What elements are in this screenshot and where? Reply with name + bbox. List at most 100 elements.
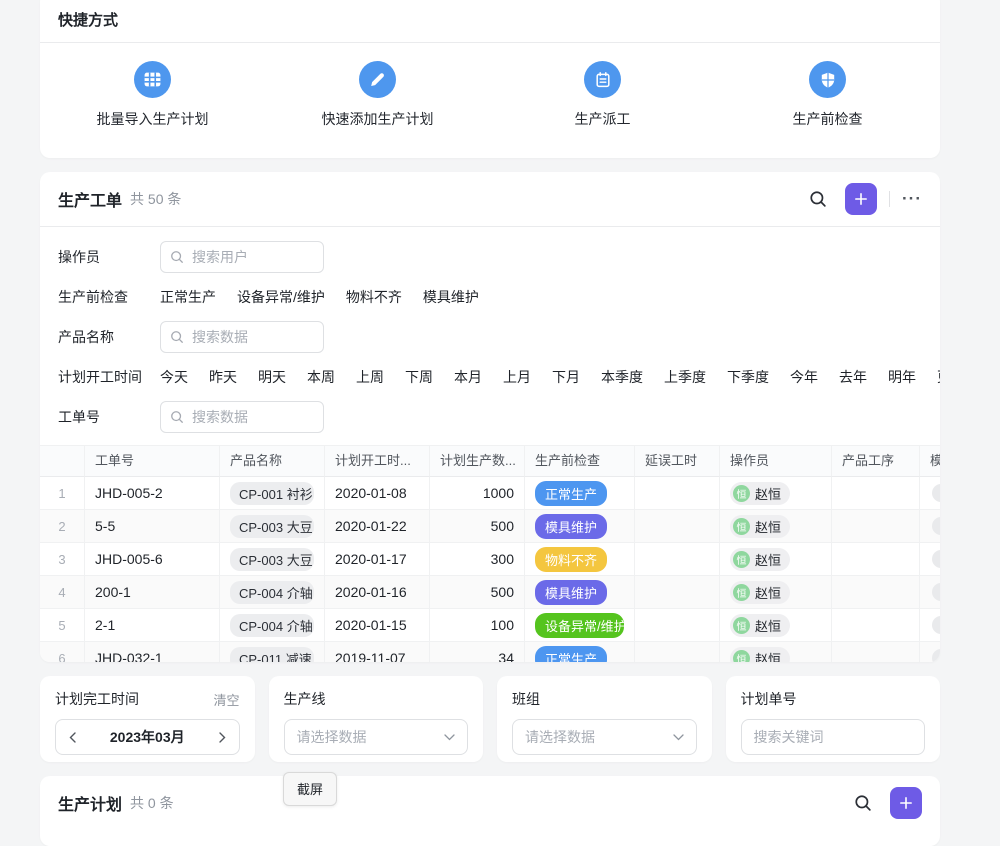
- shortcut-label: 生产派工: [574, 111, 631, 127]
- row-number-cell: 4: [40, 576, 85, 609]
- quantity-cell: 34: [430, 642, 525, 662]
- filter-option[interactable]: 下季度: [727, 369, 769, 385]
- check-status-cell: 模具维护: [525, 576, 635, 609]
- filter-option[interactable]: 上月: [503, 369, 531, 385]
- operator-tag: 恒赵恒: [730, 646, 791, 663]
- filter-option[interactable]: 明年: [888, 369, 916, 385]
- filter-search-input[interactable]: [190, 248, 323, 266]
- select-input[interactable]: 请选择数据: [512, 719, 697, 755]
- product-cell: CP-011 减速: [220, 642, 325, 662]
- status-badge: 模具维护: [535, 579, 608, 605]
- filter-label: 生产前检查: [58, 289, 128, 305]
- more-menu-icon[interactable]: ···: [902, 189, 922, 208]
- filter-search-input[interactable]: [190, 408, 323, 426]
- operator-name: 赵恒: [755, 651, 782, 663]
- table-row[interactable]: 6 JHD-032-1 CP-011 减速 2019-11-07 34 正常生产 恒赵恒: [40, 642, 940, 662]
- keyword-search-input[interactable]: [740, 719, 925, 755]
- process-cell: [832, 609, 920, 642]
- filter-option[interactable]: 下周: [405, 369, 433, 385]
- shortcut-label: 生产前检查: [792, 111, 863, 127]
- row-number-cell: 6: [40, 642, 85, 662]
- order-no-cell: JHD-032-1: [85, 642, 220, 662]
- shortcut-clipboard[interactable]: 生产派工: [490, 61, 715, 129]
- table-column-header: 产品名称: [220, 445, 325, 477]
- filter-option[interactable]: 去年: [839, 369, 867, 385]
- filter-option[interactable]: 上周: [356, 369, 384, 385]
- filter-option[interactable]: 明天: [258, 369, 286, 385]
- order-no-cell: JHD-005-6: [85, 543, 220, 576]
- search-icon[interactable]: [854, 794, 872, 812]
- filter-label: 产品名称: [58, 329, 114, 345]
- add-button[interactable]: [845, 183, 878, 215]
- chevron-left-icon[interactable]: [69, 731, 76, 743]
- operator-cell: 恒赵恒: [720, 642, 832, 662]
- filter-option[interactable]: 昨天: [209, 369, 237, 385]
- start-date-cell: 2019-11-07: [325, 642, 430, 662]
- operator-tag: 恒赵恒: [730, 514, 791, 538]
- shortcut-shield[interactable]: 生产前检查: [715, 61, 940, 129]
- shortcut-grid[interactable]: 批量导入生产计划: [40, 61, 265, 129]
- filter-more[interactable]: 更多: [937, 367, 940, 387]
- table-body: 1 JHD-005-2 CP-001 衬衫 2020-01-08 1000 正常生产恒赵恒…: [40, 477, 940, 662]
- filter-options: 今天 昨天 明天 本周 上周 下周 本月 上月 下月 本季度 上季度 下季度 今年 去年 明年 更多: [160, 367, 940, 387]
- delay-hours-cell: [635, 576, 720, 609]
- filter-row: 生产前检查 正常生产 设备异常/维护 物料不齐 模具维护: [58, 277, 922, 317]
- select-placeholder: 请选择数据: [525, 729, 595, 745]
- process-cell: [832, 543, 920, 576]
- operator-name: 赵恒: [755, 552, 782, 568]
- table-column-header: 延误工时: [635, 445, 720, 477]
- filter-option[interactable]: 本季度: [601, 369, 643, 385]
- work-orders-table: 工单号产品名称计划开工时...计划生产数...生产前检查延误工时操作员产品工序模…: [40, 445, 940, 662]
- table-column-header: 生产前检查: [525, 445, 635, 477]
- table-row[interactable]: 4 200-1 CP-004 介轴 2020-01-16 500 模具维护 恒赵恒: [40, 576, 940, 609]
- table-column-header: [40, 445, 85, 477]
- operator-cell: 恒赵恒: [720, 477, 832, 510]
- filter-option[interactable]: 上季度: [664, 369, 706, 385]
- table-row[interactable]: 2 5-5 CP-003 大豆 2020-01-22 500 模具维护 恒赵恒: [40, 510, 940, 543]
- shortcut-pencil[interactable]: 快速添加生产计划: [265, 61, 490, 129]
- month-value: 2023年03月: [109, 729, 185, 745]
- select-input[interactable]: 请选择数据: [283, 719, 468, 755]
- shortcuts-title: 快捷方式: [40, 0, 940, 43]
- filter-option[interactable]: 设备异常/维护: [237, 289, 325, 305]
- filter-option[interactable]: 今年: [790, 369, 818, 385]
- filter-option[interactable]: 本月: [454, 369, 482, 385]
- status-badge: 正常生产: [535, 645, 608, 662]
- filter-option[interactable]: 模具维护: [422, 289, 479, 305]
- filter-option[interactable]: 本周: [307, 369, 335, 385]
- table-row[interactable]: 3 JHD-005-6 CP-003 大豆 2020-01-17 300 物料不齐 恒赵恒: [40, 543, 940, 576]
- search-icon: [170, 410, 184, 424]
- operator-name: 赵恒: [755, 585, 782, 601]
- bottom-card-header: 计划完工时间 清空: [55, 689, 240, 709]
- start-date-cell: 2020-01-15: [325, 609, 430, 642]
- clear-button[interactable]: 清空: [213, 692, 240, 708]
- mold-cell: [920, 609, 940, 642]
- filter-option[interactable]: 物料不齐: [345, 289, 402, 305]
- filter-option[interactable]: 下月: [552, 369, 580, 385]
- production-plan-header: 生产计划 共 0 条: [40, 776, 940, 830]
- search-icon[interactable]: [809, 190, 827, 208]
- start-date-cell: 2020-01-22: [325, 510, 430, 543]
- filter-search-input[interactable]: [190, 328, 323, 346]
- add-button[interactable]: [890, 787, 922, 819]
- filter-option[interactable]: 今天: [160, 369, 188, 385]
- bottom-card-select: 生产线 请选择数据: [268, 676, 483, 762]
- table-column-header: 产品工序: [832, 445, 920, 477]
- product-tag: CP-011 减速: [230, 646, 314, 662]
- quantity-cell: 500: [430, 576, 525, 609]
- chevron-right-icon[interactable]: [218, 731, 226, 743]
- table-row[interactable]: 1 JHD-005-2 CP-001 衬衫 2020-01-08 1000 正常生产 恒赵恒: [40, 477, 940, 510]
- table-row[interactable]: 5 2-1 CP-004 介轴 2020-01-15 100 设备异常/维护 恒赵恒: [40, 609, 940, 642]
- operator-tag: 恒赵恒: [730, 613, 791, 637]
- avatar: 恒: [733, 583, 750, 601]
- filter-option[interactable]: 正常生产: [160, 289, 216, 305]
- filter-row: 产品名称: [58, 317, 922, 357]
- grid-icon: [134, 61, 171, 98]
- check-status-cell: 物料不齐: [525, 543, 635, 576]
- work-orders-card: 生产工单 共 50 条 ··· 操作员生产前检查正常生产设备异常/维护物料不齐模…: [40, 172, 940, 662]
- bottom-card-month: 计划完工时间 清空 2023年03月: [40, 676, 255, 762]
- operator-tag: 恒赵恒: [730, 481, 791, 505]
- screenshot-button[interactable]: 截屏: [283, 772, 337, 806]
- production-plan-count: 共 0 条: [130, 795, 174, 811]
- product-cell: CP-004 介轴: [220, 576, 325, 609]
